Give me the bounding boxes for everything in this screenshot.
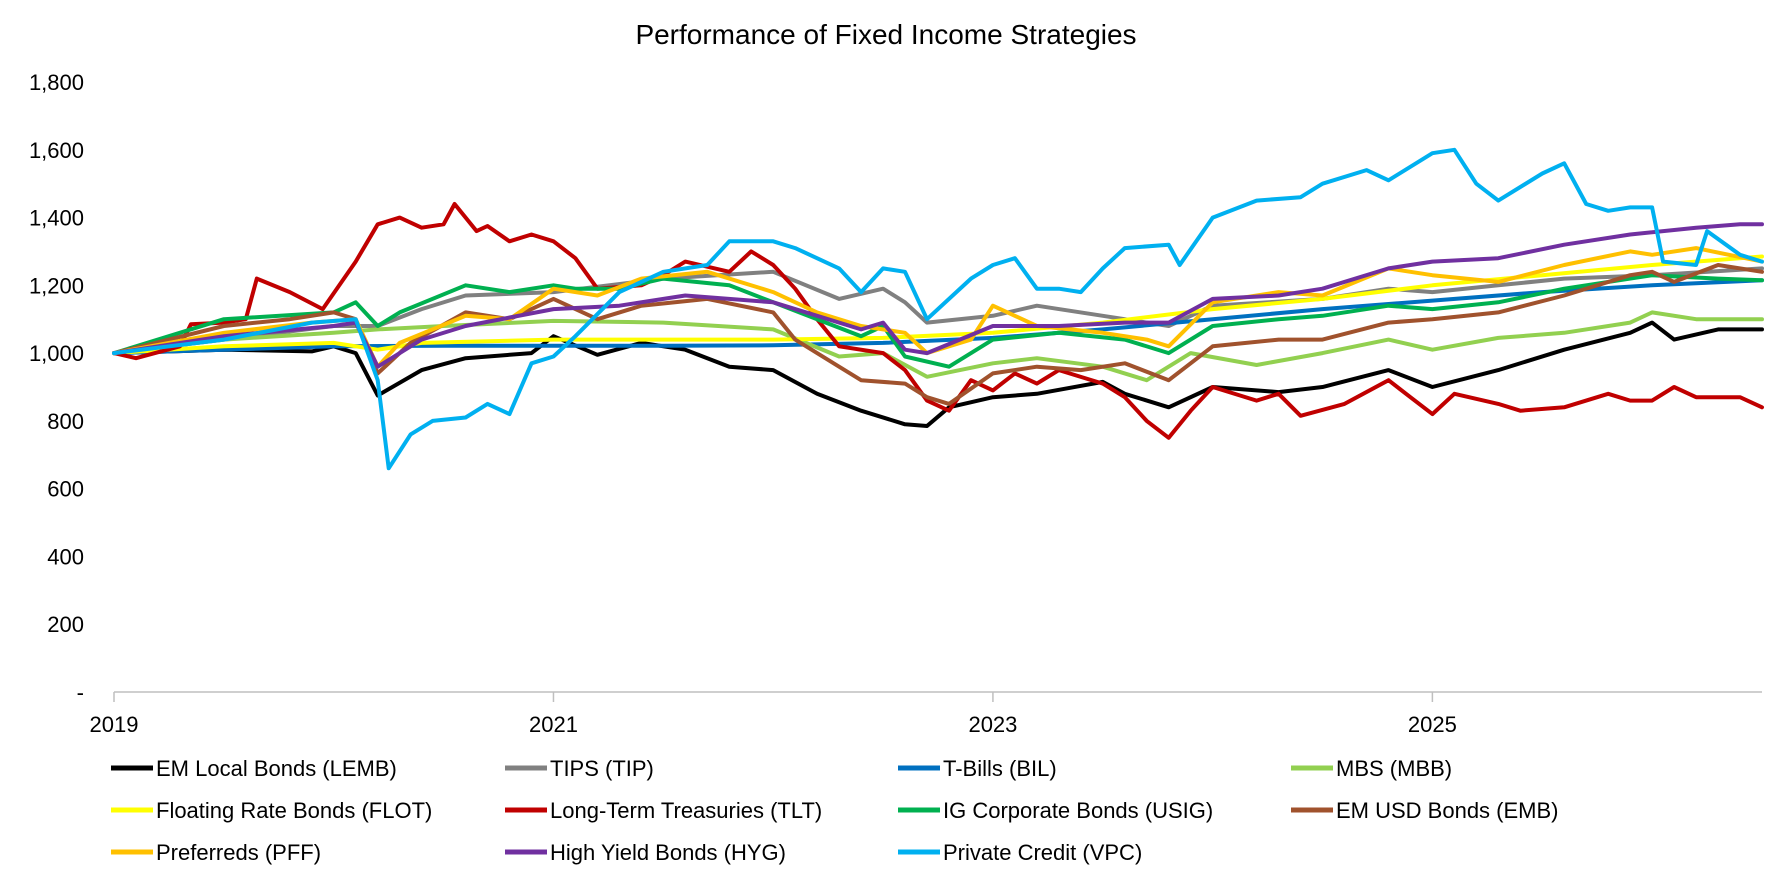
series-line-8 [112, 263, 1764, 406]
x-tick-label: 2023 [968, 712, 1017, 737]
series-line-11 [112, 147, 1764, 471]
axes: - 200 400 600 800 1,000 1,200 1,400 1,600 1,800 20… [29, 70, 1762, 737]
legend-label: Long-Term Treasuries (TLT) [550, 798, 822, 823]
legend: EM Local Bonds (LEMB) TIPS (TIP) T-Bills (… [111, 756, 1559, 865]
legend-label: EM Local Bonds (LEMB) [156, 756, 397, 781]
legend-label: Preferreds (PFF) [156, 840, 321, 865]
x-tick-label: 2019 [90, 712, 139, 737]
series-line-1 [112, 320, 1764, 428]
y-tick-label: 1,400 [29, 206, 84, 231]
y-tick-label: 1,800 [29, 70, 84, 95]
legend-label: Private Credit (VPC) [943, 840, 1142, 865]
y-tick-label: 1,200 [29, 273, 84, 298]
y-tick-label: 1,600 [29, 138, 84, 163]
legend-label: EM USD Bonds (EMB) [1336, 798, 1559, 823]
series-line-5 [112, 254, 1764, 356]
series-line-2 [112, 266, 1764, 356]
series-line-6 [112, 202, 1764, 440]
y-tick-label: 400 [47, 544, 84, 569]
y-tick-label: 200 [47, 612, 84, 637]
series-line-7 [112, 273, 1764, 369]
series-line-3 [112, 278, 1764, 356]
y-tick-label: - [77, 680, 84, 705]
x-tick-label: 2021 [529, 712, 578, 737]
y-tick-label: 1,000 [29, 341, 84, 366]
series-group [112, 147, 1764, 471]
legend-label: IG Corporate Bonds (USIG) [943, 798, 1213, 823]
y-tick-label: 600 [47, 477, 84, 502]
series-line-9 [112, 246, 1764, 369]
x-tick-label: 2025 [1408, 712, 1457, 737]
series-line-10 [112, 222, 1764, 369]
chart-title: Performance of Fixed Income Strategies [635, 19, 1136, 50]
y-tick-label: 800 [47, 409, 84, 434]
legend-label: TIPS (TIP) [550, 756, 654, 781]
legend-label: MBS (MBB) [1336, 756, 1452, 781]
legend-label: Floating Rate Bonds (FLOT) [156, 798, 432, 823]
legend-label: T-Bills (BIL) [943, 756, 1057, 781]
legend-label: High Yield Bonds (HYG) [550, 840, 786, 865]
